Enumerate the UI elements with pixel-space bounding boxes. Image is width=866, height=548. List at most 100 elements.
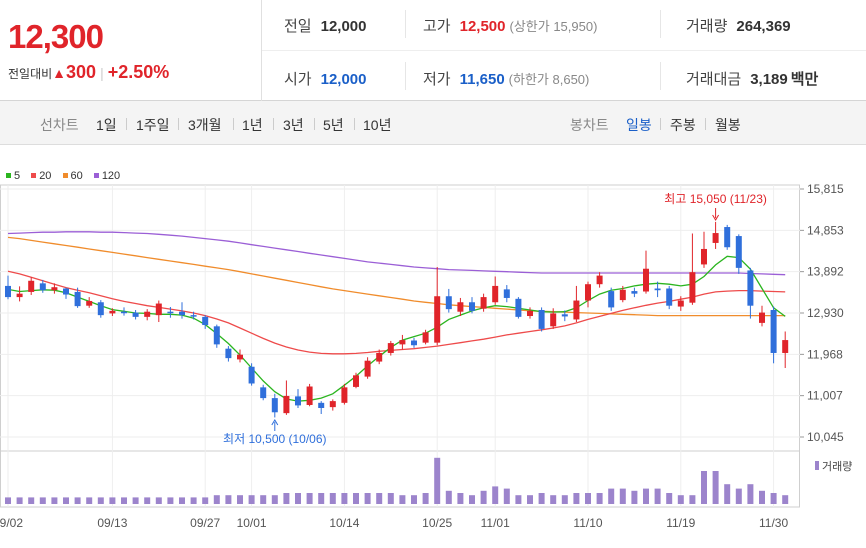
volume-bar [701,471,707,504]
candle [666,285,673,310]
volume-bar [619,488,626,504]
candle-body [689,272,696,303]
y-tick-label: 14,853 [807,223,844,237]
candle [167,306,174,318]
candle-body [677,300,684,307]
candle-body [5,285,11,298]
candle-body [666,288,673,306]
candle-body [782,340,789,353]
candle-body [121,311,127,314]
candle-body [770,309,777,353]
period-1w[interactable]: 1주일 [136,117,170,133]
candle [364,357,371,379]
period-5y[interactable]: 5년 [323,117,344,133]
candle [445,288,452,313]
volume-bar [28,497,35,504]
header-col-divider [660,10,661,38]
x-tick-label: 11/30 [759,516,788,530]
candle [51,283,58,294]
volume-bar [480,490,487,504]
candle-body [155,303,162,316]
ma-line-5 [7,255,786,402]
current-price: 12,300 [8,18,104,55]
price-chart[interactable]: 15,815 14,853 13,892 12,930 11,968 11,007 10,0… [0,145,866,548]
candle [480,293,487,312]
candle-weekly[interactable]: 주봉 [670,117,696,133]
volume-plot-frame [0,450,800,508]
header-row-divider [262,50,866,51]
period-1y[interactable]: 1년 [242,117,263,133]
candle-body [248,366,255,384]
y-tick-label: 10,045 [807,430,844,444]
legend-ma20: 20 [31,170,51,182]
candle-body [28,280,35,292]
volume-bar [527,495,533,504]
candle-body [271,398,278,413]
candle [16,286,23,302]
candle-body [457,302,464,312]
candle-body [550,313,557,327]
period-3m[interactable]: 3개월 [188,117,222,133]
candle [677,296,684,311]
candle-body [585,284,591,301]
x-tick-label: 09/02 [0,516,23,530]
ma-legend: 5 20 60 120 [6,170,128,182]
period-10y[interactable]: 10년 [363,117,392,133]
candle-body [86,300,93,306]
volume-bar [155,497,162,504]
volume-bar [561,495,568,504]
candle [747,267,754,319]
volume-bar [306,493,313,504]
high-label: 고가 [423,18,451,35]
candle-daily[interactable]: 일봉 [626,117,652,133]
candle [202,315,209,329]
up-triangle-icon: ▲ [52,65,67,81]
toolbar-divider [354,118,355,130]
volume-bar [434,457,441,504]
header-col-divider [405,62,406,90]
volume-bar [121,497,127,504]
volume-legend-label: 거래량 [822,460,852,473]
candle [619,285,626,303]
header-col-divider [660,62,661,90]
candle [329,399,336,411]
volume-bar [179,497,185,504]
candle-chart-label[interactable]: 봉차트 [570,117,609,133]
open-label: 시가 [284,71,312,88]
candle [28,277,35,295]
volume-bar [237,495,243,504]
volume-label: 거래량 [686,18,728,35]
candle-body [213,326,220,345]
toolbar-divider [660,118,661,130]
candle [631,287,638,298]
volume-bar [492,486,499,504]
candle-body [422,332,429,343]
line-chart-label[interactable]: 선차트 [40,117,79,133]
candle-body [527,310,533,317]
volume-bar [271,495,278,504]
period-1d[interactable]: 1일 [96,117,117,133]
candle [538,307,545,332]
volume-bar [190,497,197,504]
candle [701,231,707,268]
candle [237,349,243,363]
x-tick-label: 10/14 [329,516,359,530]
x-tick-label: 09/13 [97,516,127,530]
volume-bar [596,493,603,504]
candle-body [515,298,522,317]
candle [585,281,591,308]
trade-amount-value: 3,189 [750,71,788,88]
candle-body [190,315,197,317]
high-value: 12,500 [459,18,506,35]
candle-body [480,297,487,309]
candle-body [132,312,139,317]
low-value: 11,650 [459,71,505,88]
trade-amount-unit: 백만 [790,71,819,88]
candle [712,221,719,249]
toolbar-divider [705,118,706,130]
candle-monthly[interactable]: 월봉 [715,117,741,133]
volume-bar [573,493,580,504]
period-3y[interactable]: 3년 [283,117,304,133]
candle-body [295,396,301,406]
volume-bar [631,490,638,504]
